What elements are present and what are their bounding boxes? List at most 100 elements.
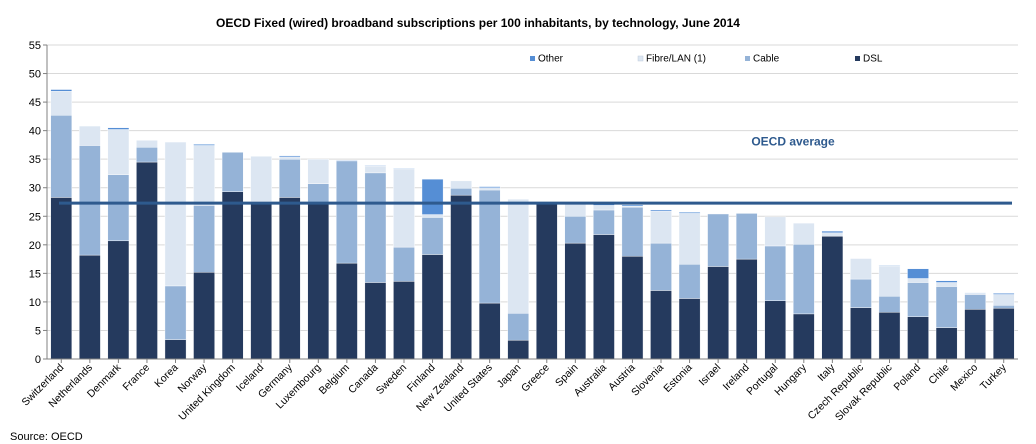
bar-segment <box>850 258 872 280</box>
bar-segment <box>907 316 929 360</box>
bar-segment <box>992 293 1015 295</box>
bar-segment <box>336 160 358 162</box>
bar-segment <box>307 202 330 360</box>
x-tick-label: Belgium <box>317 361 352 396</box>
y-tick-label: 0 <box>35 354 41 366</box>
bar-stack <box>593 202 615 360</box>
bar-segment <box>821 232 844 237</box>
bar-segment <box>850 278 872 308</box>
bar-segment <box>850 307 872 360</box>
bar-segment <box>421 214 444 218</box>
bar-stack <box>564 203 587 360</box>
x-tick-label: Sweden <box>374 362 409 397</box>
bar-segment <box>735 258 758 360</box>
y-tick-label: 50 <box>29 69 41 81</box>
bar-stack <box>878 265 901 360</box>
bar-stack <box>907 268 929 360</box>
legend-item: Other <box>530 54 564 65</box>
bar-segment <box>193 145 215 206</box>
bar-segment <box>221 152 244 192</box>
bar-segment <box>992 307 1015 360</box>
bar-segment <box>478 186 501 188</box>
bar-segment <box>164 339 187 360</box>
bar-segment <box>421 178 444 215</box>
x-tick-label: France <box>120 362 152 394</box>
chart-title: OECD Fixed (wired) broadband subscriptio… <box>216 16 740 30</box>
x-tick-label: Estonia <box>661 362 694 395</box>
bar-stack <box>421 178 444 360</box>
bar-segment <box>193 144 215 146</box>
bar-segment <box>393 246 415 282</box>
bar-segment <box>278 197 301 360</box>
bar-segment <box>278 156 301 160</box>
bar-stack <box>278 155 301 360</box>
bar-segment <box>393 168 415 248</box>
bar-segment <box>678 212 701 214</box>
y-tick-label: 35 <box>29 154 41 166</box>
bar-stack <box>50 89 73 360</box>
x-tick-label: Turkey <box>978 361 1009 392</box>
bar-segment <box>478 189 501 304</box>
bar-segment <box>650 210 672 244</box>
bar-segment <box>50 197 73 360</box>
bar-stack <box>136 140 158 360</box>
bar-stack <box>793 222 815 360</box>
bar-segment <box>336 262 358 360</box>
bar-segment <box>650 290 672 360</box>
bar-segment <box>621 204 644 207</box>
bar-stack <box>336 160 358 360</box>
bar-stack <box>536 202 558 360</box>
bar-segment <box>50 115 73 198</box>
bar-segment <box>79 145 101 256</box>
bar-segment <box>221 191 244 360</box>
bar-stack <box>850 258 872 360</box>
bar-stack <box>707 213 729 360</box>
bar-segment <box>878 296 901 313</box>
bar-segment <box>564 216 587 244</box>
bar-segment <box>364 282 387 360</box>
average-label: OECD average <box>751 134 835 148</box>
bar-segment <box>821 230 844 234</box>
bar-stack <box>621 204 644 360</box>
legend-label: DSL <box>863 54 883 65</box>
bar-segment <box>593 205 615 211</box>
bar-stack <box>164 141 187 360</box>
bar-segment <box>421 217 444 255</box>
bar-segment <box>593 234 615 360</box>
legend-item: Cable <box>745 54 780 65</box>
legend-swatch <box>745 56 750 61</box>
bar-segment <box>478 187 501 191</box>
bar-segment <box>193 272 215 360</box>
bar-segment <box>621 206 644 257</box>
bar-segment <box>764 245 787 301</box>
bar-segment <box>650 242 672 291</box>
y-tick-label: 15 <box>29 268 41 280</box>
y-tick-label: 10 <box>29 297 41 309</box>
gridlines <box>47 44 1018 331</box>
bar-segment <box>364 165 387 167</box>
bar-segment <box>450 194 472 360</box>
bar-segment <box>564 203 587 217</box>
bar-segment <box>793 313 815 360</box>
bars <box>50 89 1015 360</box>
bar-stack <box>764 216 787 360</box>
bar-segment <box>593 209 615 235</box>
bar-stack <box>393 168 415 360</box>
bar-segment <box>536 202 558 360</box>
y-tick-label: 40 <box>29 126 41 138</box>
bar-segment <box>107 240 130 360</box>
bar-stack <box>735 213 758 360</box>
legend-label: Other <box>538 54 564 65</box>
bar-segment <box>250 202 272 360</box>
bar-segment <box>650 209 672 212</box>
bar-segment <box>507 339 529 360</box>
legend-label: Cable <box>753 54 780 65</box>
bar-segment <box>364 172 387 283</box>
bar-segment <box>393 168 415 170</box>
bar-stack <box>678 212 701 360</box>
legend-item: Fibre/LAN (1) <box>637 54 706 65</box>
bar-segment <box>278 155 301 158</box>
bar-segment <box>878 265 901 297</box>
